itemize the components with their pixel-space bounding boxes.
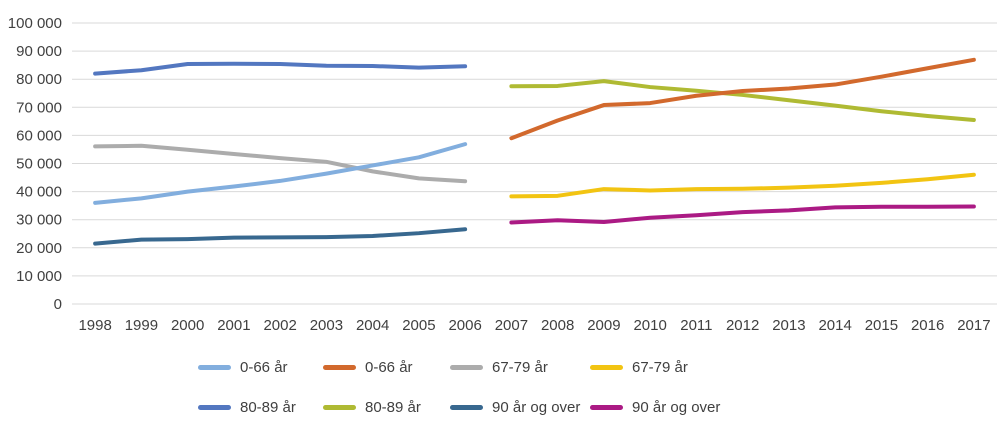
legend-swatch bbox=[323, 404, 356, 410]
legend-item: 0-66 år bbox=[198, 358, 288, 376]
y-axis-tick-label: 60 000 bbox=[16, 127, 62, 144]
y-axis-tick-label: 40 000 bbox=[16, 184, 62, 201]
y-axis-tick-label: 100 000 bbox=[8, 15, 62, 32]
x-axis-label: 2001 bbox=[217, 317, 250, 334]
x-axis-label: 1999 bbox=[125, 317, 158, 334]
x-axis-label: 2005 bbox=[402, 317, 435, 334]
legend-item: 80-89 år bbox=[198, 398, 296, 416]
x-axis-label: 1998 bbox=[78, 317, 111, 334]
y-axis-tick-label: 50 000 bbox=[16, 156, 62, 173]
x-axis-label: 2012 bbox=[726, 317, 759, 334]
legend-item: 67-79 år bbox=[450, 358, 548, 376]
x-axis-label: 2000 bbox=[171, 317, 204, 334]
legend-swatch bbox=[323, 364, 356, 370]
series-line-3 bbox=[509, 172, 976, 199]
x-axis-label: 2009 bbox=[587, 317, 620, 334]
y-axis-tick-label: 0 bbox=[54, 296, 62, 313]
x-axis-label: 2010 bbox=[633, 317, 666, 334]
y-axis-tick-label: 90 000 bbox=[16, 43, 62, 60]
legend-label: 67-79 år bbox=[492, 358, 548, 376]
x-axis-label: 2014 bbox=[818, 317, 851, 334]
legend-label: 90 år og over bbox=[632, 398, 721, 416]
legend-swatch bbox=[198, 404, 231, 410]
legend-swatch bbox=[590, 404, 623, 410]
legend-label: 67-79 år bbox=[632, 358, 688, 376]
y-axis-tick-label: 80 000 bbox=[16, 71, 62, 88]
legend-label: 90 år og over bbox=[492, 398, 581, 416]
legend-item: 67-79 år bbox=[590, 358, 688, 376]
x-axis-label: 2007 bbox=[495, 317, 528, 334]
series-line-2 bbox=[93, 143, 468, 184]
legend-swatch bbox=[198, 364, 231, 370]
legend-item: 90 år og over bbox=[450, 398, 580, 416]
x-axis-label: 2008 bbox=[541, 317, 574, 334]
x-axis-label: 2015 bbox=[865, 317, 898, 334]
x-axis-label: 2004 bbox=[356, 317, 389, 334]
x-axis-label: 2013 bbox=[772, 317, 805, 334]
x-axis-label: 2002 bbox=[263, 317, 296, 334]
y-axis-tick-label: 30 000 bbox=[16, 212, 62, 229]
x-axis-label: 2003 bbox=[310, 317, 343, 334]
y-axis-tick-label: 20 000 bbox=[16, 240, 62, 257]
legend-row-2: 80-89 år 80-89 år 90 år og over 90 år og ov… bbox=[0, 398, 1000, 416]
legend-label: 0-66 år bbox=[240, 358, 288, 376]
series-line-5 bbox=[509, 79, 976, 122]
legend-item: 90 år og over bbox=[590, 398, 720, 416]
legend-row-1: 0-66 år 0-66 år 67-79 år 67-79 år bbox=[0, 358, 1000, 376]
legend-label: 0-66 år bbox=[365, 358, 413, 376]
y-axis-tick-label: 70 000 bbox=[16, 99, 62, 116]
series-line-6 bbox=[93, 227, 468, 246]
legend-swatch bbox=[450, 364, 483, 370]
legend-label: 80-89 år bbox=[240, 398, 296, 416]
x-axis-label: 2016 bbox=[911, 317, 944, 334]
legend-swatch bbox=[450, 404, 483, 410]
legend-item: 0-66 år bbox=[323, 358, 413, 376]
x-axis-label: 2011 bbox=[680, 317, 712, 334]
series-line-0 bbox=[93, 142, 468, 205]
legend-label: 80-89 år bbox=[365, 398, 421, 416]
x-axis-label: 2017 bbox=[957, 317, 990, 334]
y-axis-tick-label: 10 000 bbox=[16, 268, 62, 285]
legend-item: 80-89 år bbox=[323, 398, 421, 416]
x-axis-label: 2006 bbox=[448, 317, 481, 334]
legend-swatch bbox=[590, 364, 623, 370]
series-line-1 bbox=[509, 57, 976, 141]
chart-svg: 0 10 000 20 000 30 000 40 000 50 000 60 000 70 … bbox=[8, 15, 997, 334]
series-line-4 bbox=[93, 61, 468, 76]
series-line-7 bbox=[509, 204, 976, 225]
